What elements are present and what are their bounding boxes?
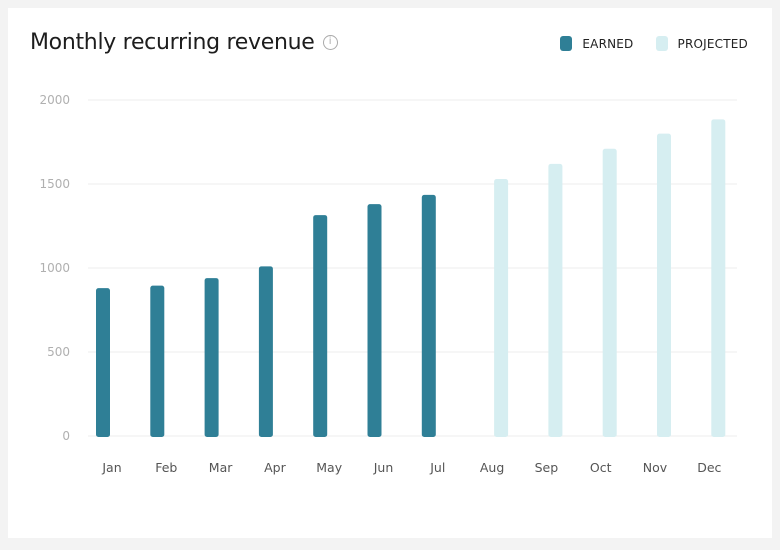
x-tick-label: Nov [643, 460, 668, 475]
y-tick-label: 1000 [39, 261, 70, 275]
y-tick-label: 2000 [39, 93, 70, 107]
legend-label-projected: PROJECTED [677, 36, 748, 51]
x-tick-label: Jul [429, 460, 445, 475]
bar-earned-jun [367, 204, 382, 437]
bar-earned-jul [421, 194, 436, 437]
bar-projected-sep [548, 163, 563, 437]
bar-earned-jan [96, 288, 110, 437]
x-tick-label: Mar [209, 460, 233, 475]
legend-item-earned[interactable]: EARNED [560, 36, 633, 51]
legend-swatch-projected [655, 36, 668, 51]
bar-earned-may [313, 215, 328, 437]
x-tick-label: Oct [590, 460, 612, 475]
bar-earned-apr [258, 266, 273, 437]
bar-projected-nov [657, 133, 671, 437]
chart-title-text: Monthly recurring revenue [30, 30, 315, 55]
info-circle-icon[interactable]: i [322, 35, 338, 50]
legend-item-projected[interactable]: PROJECTED [655, 36, 748, 51]
legend-swatch-earned [560, 36, 573, 51]
bar-projected-dec [711, 119, 726, 437]
y-tick-label: 500 [47, 345, 70, 359]
legend-label-earned: EARNED [582, 36, 634, 51]
x-tick-label: Feb [155, 460, 177, 475]
chart-title: Monthly recurring revenue i [30, 30, 338, 55]
x-tick-label: Sep [535, 460, 559, 475]
y-tick-label: 1500 [39, 177, 70, 191]
x-tick-label: Aug [480, 460, 504, 475]
bar-projected-oct [602, 148, 617, 437]
bar-earned-feb [150, 285, 165, 437]
x-tick-label: Jun [373, 460, 394, 475]
y-tick-label: 0 [62, 429, 70, 443]
bar-earned-mar [204, 278, 219, 437]
bar-projected-aug [494, 178, 509, 437]
x-tick-label: Apr [264, 460, 286, 475]
x-tick-label: Dec [697, 460, 721, 475]
x-tick-label: May [316, 460, 342, 475]
x-tick-label: Jan [101, 460, 121, 475]
legend: EARNED PROJECTED [560, 36, 748, 51]
chart-card [8, 8, 772, 538]
